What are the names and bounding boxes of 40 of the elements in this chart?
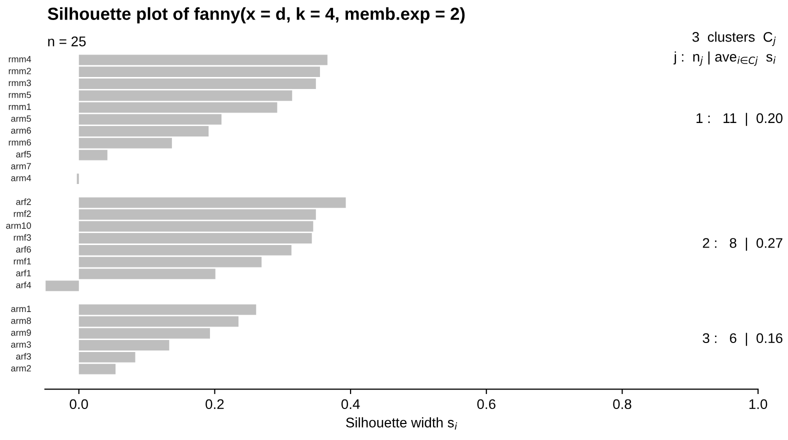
x-tick-label: 0.0: [70, 399, 88, 410]
y-tick-label: arm8: [11, 318, 31, 324]
y-tick-label: rmm5: [8, 92, 31, 98]
y-tick-label: arm7: [11, 163, 31, 170]
y-tick-label: arm6: [11, 127, 31, 134]
y-tick-label: arm3: [11, 341, 31, 348]
y-tick-label: rmm1: [8, 104, 31, 110]
y-tick-label: arm2: [11, 365, 31, 372]
x-tick-label: 0.4: [341, 399, 360, 410]
y-tick-label: arm1: [11, 306, 31, 312]
y-tick-label: arm10: [6, 222, 31, 229]
text: 3 clusters C$_{j}$: [692, 32, 776, 46]
x-axis-title: Silhouette width s$_{i}$: [346, 417, 458, 430]
text: n = 25: [48, 36, 86, 46]
y-tick-label: arm5: [11, 116, 31, 122]
y-tick-label: arm4: [11, 174, 32, 182]
x-tick-label: 0.8: [613, 399, 632, 410]
y-tick-label: arf5: [16, 150, 31, 158]
x-tick-label: 0.2: [206, 399, 224, 410]
y-tick-label: rmf2: [14, 210, 31, 217]
y-tick-label: arf3: [16, 352, 31, 360]
y-tick-label: arf4: [16, 282, 32, 288]
chart-title: Silhouette plot of fanny(x = d, k = 4, memb.exp = 2): [48, 7, 465, 24]
y-tick-label: arf1: [16, 270, 31, 276]
bar: [46, 280, 79, 292]
annotation: 2 : 8 | 0.27: [702, 238, 782, 251]
y-tick-label: rmm2: [8, 68, 31, 74]
annotation: j : n$_{j}$ | ave$_{i∈Cj}$ s$_{i}$: [673, 51, 776, 66]
annotation: 1 : 11 | 0.20: [696, 112, 782, 126]
y-tick-label: arf2: [16, 198, 31, 206]
y-tick-label: rmf1: [14, 258, 31, 264]
x-tick-label: 0.6: [477, 399, 496, 410]
y-tick-label: rmm6: [8, 139, 31, 146]
y-tick-label: rmf3: [14, 234, 31, 241]
x-tick-label: 1.0: [749, 399, 768, 410]
y-tick-label: arf6: [16, 246, 31, 253]
annotation: 3 : 6 | 0.16: [702, 332, 782, 346]
y-tick-label: rmm4: [8, 56, 32, 62]
y-tick-label: rmm3: [8, 80, 31, 86]
y-tick-label: arm9: [11, 329, 31, 336]
